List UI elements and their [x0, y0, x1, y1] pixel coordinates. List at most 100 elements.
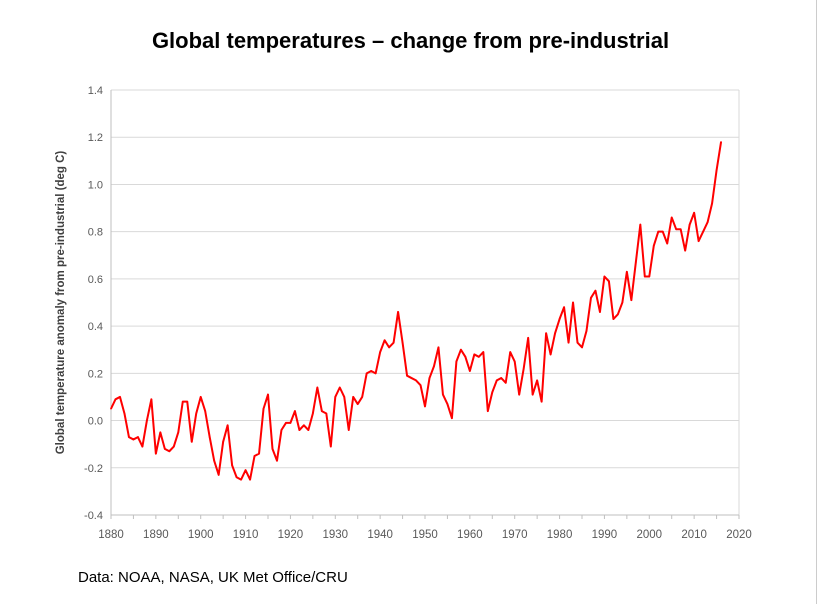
- x-tick-label: 1950: [412, 529, 438, 541]
- data-point: [231, 464, 233, 467]
- data-point: [500, 377, 503, 379]
- data-point: [581, 346, 583, 349]
- temperature-line: [110, 141, 723, 481]
- data-point: [670, 216, 673, 219]
- data-point: [661, 230, 664, 233]
- frame-edge: [816, 0, 817, 604]
- data-point: [388, 346, 390, 349]
- data-point: [715, 169, 718, 172]
- data-point: [119, 396, 121, 398]
- data-point: [513, 360, 516, 363]
- y-tick-label: 0.6: [88, 274, 103, 286]
- data-point: [720, 141, 722, 143]
- data-point: [356, 403, 359, 405]
- data-point: [271, 448, 274, 450]
- data-point: [697, 240, 700, 242]
- x-tick-label: 1940: [367, 529, 393, 541]
- data-point: [675, 228, 677, 231]
- data-point: [285, 422, 287, 424]
- data-point: [397, 311, 399, 313]
- data-point: [244, 469, 247, 471]
- data-point: [186, 400, 189, 403]
- data-point: [280, 429, 283, 431]
- data-point: [361, 396, 364, 398]
- data-point: [338, 386, 341, 389]
- data-point: [222, 441, 224, 443]
- data-point: [276, 459, 278, 462]
- data-point: [442, 393, 444, 396]
- data-source: Data: NOAA, NASA, UK Met Office/CRU: [78, 569, 348, 586]
- data-point: [141, 445, 144, 448]
- data-point: [437, 346, 440, 349]
- data-point: [549, 353, 552, 356]
- data-point: [495, 379, 498, 382]
- x-tick-label: 1970: [502, 529, 528, 541]
- y-tick-label: 0.2: [88, 368, 103, 380]
- y-tick-label: 0.4: [88, 321, 103, 333]
- data-point: [711, 202, 713, 205]
- data-point: [639, 223, 642, 226]
- data-point: [455, 360, 458, 363]
- data-point: [693, 211, 695, 214]
- y-tick-label: 1.4: [88, 85, 103, 97]
- data-point: [410, 377, 413, 379]
- data-point: [473, 353, 476, 356]
- data-point: [401, 341, 404, 344]
- data-point: [146, 419, 148, 422]
- data-point: [177, 431, 180, 434]
- data-point: [128, 436, 130, 438]
- data-point: [469, 370, 471, 372]
- data-point: [554, 332, 556, 334]
- data-point: [199, 396, 202, 398]
- data-point: [688, 223, 691, 226]
- data-point: [509, 351, 512, 353]
- y-tick-label: 1.0: [88, 179, 103, 191]
- x-tick-label: 1900: [188, 529, 214, 541]
- data-point: [190, 441, 193, 443]
- data-point: [258, 452, 260, 455]
- data-point: [312, 412, 314, 415]
- x-tick-label: 1890: [143, 529, 169, 541]
- data-point: [173, 445, 175, 448]
- data-point: [563, 306, 565, 309]
- data-point: [590, 296, 592, 299]
- data-point: [195, 412, 198, 415]
- data-point: [334, 396, 337, 398]
- data-point: [298, 429, 301, 431]
- data-point: [478, 356, 480, 358]
- data-point: [316, 386, 319, 389]
- data-point: [684, 249, 686, 252]
- data-point: [630, 299, 633, 301]
- data-point: [612, 318, 615, 320]
- data-point: [392, 341, 395, 344]
- data-point: [531, 393, 534, 396]
- data-point: [213, 459, 215, 462]
- data-point: [617, 313, 619, 316]
- data-point: [217, 474, 220, 476]
- data-point: [383, 339, 386, 342]
- x-tick-label: 1960: [457, 529, 483, 541]
- y-tick-label: 0.8: [88, 227, 103, 239]
- data-point: [482, 351, 485, 353]
- data-point: [330, 445, 332, 448]
- data-point: [226, 424, 229, 427]
- data-point: [527, 337, 529, 339]
- data-point: [706, 221, 709, 224]
- data-point: [307, 429, 310, 431]
- data-point: [137, 436, 139, 438]
- data-point: [428, 377, 431, 379]
- data-point: [406, 374, 408, 377]
- data-point: [289, 422, 292, 424]
- data-point: [352, 396, 355, 398]
- data-point: [374, 372, 377, 375]
- data-point: [164, 448, 166, 450]
- data-point: [235, 476, 238, 479]
- data-point: [208, 436, 211, 438]
- data-point: [415, 379, 417, 382]
- y-tick-label: -0.2: [84, 463, 103, 475]
- data-point: [657, 230, 660, 233]
- data-point: [249, 478, 251, 481]
- x-tick-label: 2010: [681, 529, 707, 541]
- x-tick-label: 1920: [278, 529, 304, 541]
